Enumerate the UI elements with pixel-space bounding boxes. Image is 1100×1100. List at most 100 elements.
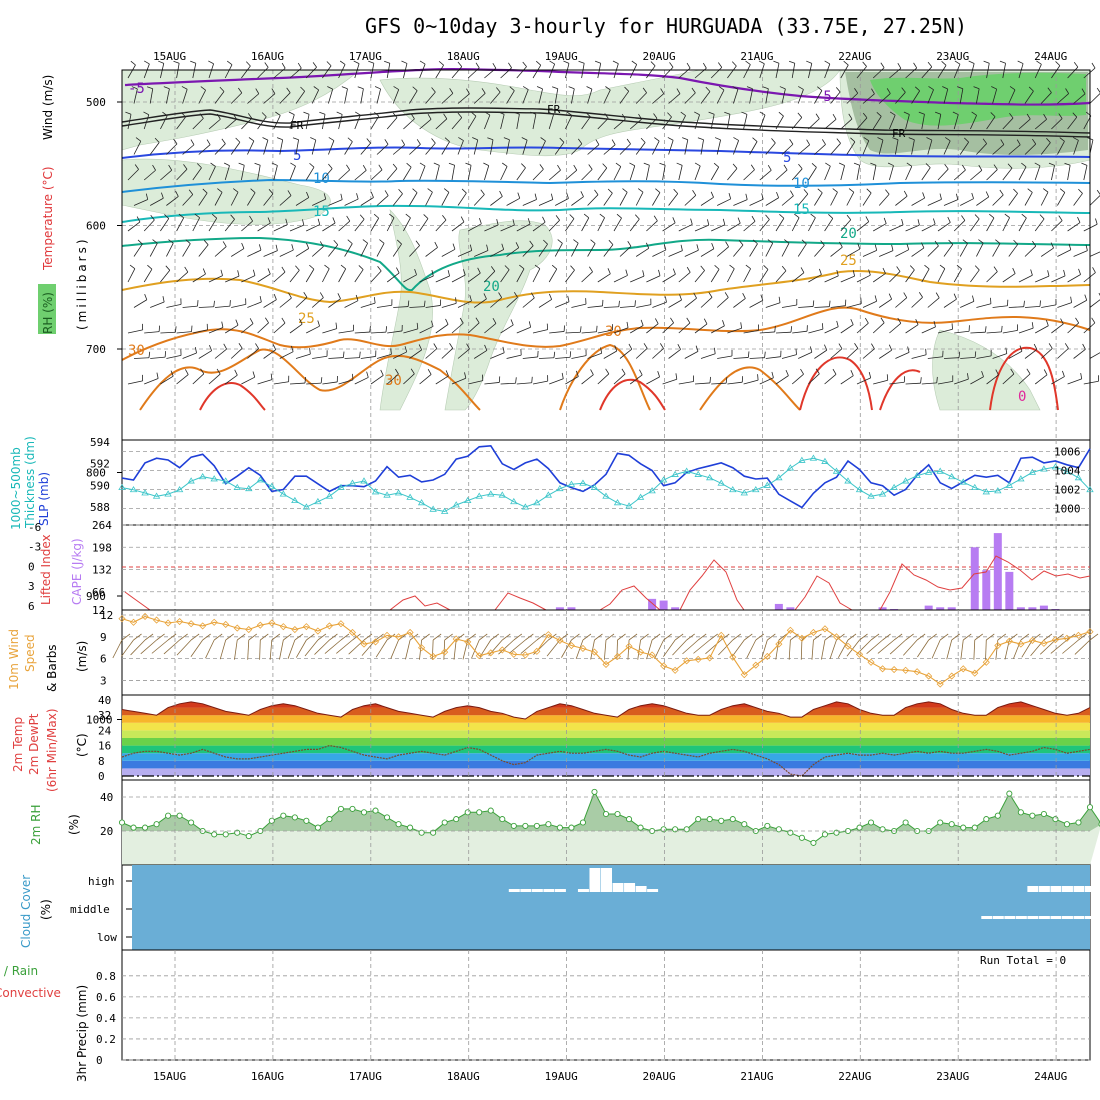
wind-barb: [846, 141, 856, 155]
wind-barb: [135, 137, 142, 142]
wind-barb: [571, 196, 584, 206]
wind-barb: [289, 165, 296, 181]
wind-speed-point: [959, 665, 967, 673]
wind-barb: [790, 190, 794, 196]
rh2m-point: [510, 822, 517, 829]
lifted-index-tick-label: 6: [28, 600, 35, 613]
wind-speed-point: [1074, 631, 1083, 639]
wind-barb: [986, 271, 998, 283]
wind-barb: [263, 299, 277, 308]
wind-barb: [410, 113, 415, 120]
wind-barb: [792, 330, 808, 334]
wind-barb: [478, 633, 488, 641]
wind-barb: [888, 344, 893, 351]
wind-barb: [597, 117, 609, 130]
wind-barb: [516, 66, 527, 79]
wind-barb: [565, 169, 578, 181]
wind-barb: [522, 199, 537, 206]
wind-speed-point: [625, 642, 633, 650]
wind-barb: [800, 267, 805, 273]
wind-barb: [340, 633, 350, 641]
wind-barb: [686, 266, 691, 273]
wind-barb: [986, 116, 996, 130]
wind-barb: [907, 346, 910, 353]
wind-barb: [443, 113, 448, 120]
wind-speed-point: [637, 648, 645, 656]
wind-barb: [727, 327, 742, 334]
wind-barb: [273, 224, 288, 232]
wind-barb: [328, 199, 343, 206]
wind-barb: [635, 142, 646, 155]
date-label: 16AUG: [251, 50, 284, 63]
thickness-point: [717, 479, 725, 486]
wind-barb: [565, 376, 579, 385]
wind-barb: [908, 137, 915, 141]
wind-barb: [127, 329, 143, 334]
wind-barb: [1024, 90, 1034, 104]
wind-barb: [535, 60, 542, 66]
wind-barb: [1064, 343, 1069, 349]
thickness-point: [440, 507, 449, 514]
thickness-point: [383, 491, 391, 498]
wind-barb: [419, 63, 426, 79]
wind-barb: [806, 60, 812, 64]
wind-barb: [676, 162, 683, 166]
wind-barb: [603, 89, 611, 104]
wind-barb: [1089, 352, 1100, 359]
wind-barb: [445, 370, 449, 377]
wind-barb: [778, 296, 781, 303]
wind-barb: [1002, 117, 1014, 130]
wind-barb: [548, 63, 556, 79]
lifted-index-tick-label: -3: [28, 541, 41, 554]
wind-barb: [580, 191, 584, 197]
cloud-middle-bar: [1061, 916, 1073, 919]
wind-barb: [324, 264, 330, 269]
wind-barb: [133, 88, 138, 104]
rh2m-point: [856, 824, 863, 831]
wind-barb: [643, 343, 648, 349]
wind-barb: [1051, 165, 1055, 181]
wind-barb: [677, 343, 681, 350]
wind-barb: [953, 114, 959, 130]
wind-barb: [714, 264, 720, 270]
wind-barb: [490, 297, 502, 308]
wind-barb: [455, 297, 457, 304]
thickness-point: [625, 502, 633, 509]
rh2m-point: [983, 816, 990, 823]
wind-barb: [255, 343, 259, 349]
wind-barb: [359, 214, 365, 220]
wind-speed-point: [176, 617, 184, 626]
wind-barb: [444, 137, 450, 142]
thickness-point: [994, 487, 1002, 494]
isotherm-freezing: [121, 111, 1091, 138]
wind-barb: [538, 243, 548, 257]
thickness-point: [924, 468, 933, 475]
wind-barb: [522, 61, 527, 67]
rh2m-point: [141, 824, 149, 831]
wind-barb: [922, 192, 926, 199]
wind-speed-point: [798, 634, 806, 642]
wind-barb: [775, 115, 784, 130]
wind-barb: [710, 166, 720, 181]
wind-barb: [713, 347, 716, 354]
wind-barb: [1034, 374, 1048, 385]
rh2m-point: [1017, 809, 1024, 816]
wind-barb: [404, 346, 408, 353]
wind-barb: [332, 217, 336, 224]
pressure-tick-label: 500: [86, 96, 106, 109]
wind-barb: [499, 190, 503, 197]
wind-barb: [743, 268, 751, 283]
wind-barb: [263, 349, 276, 359]
wind-barb: [451, 377, 466, 385]
wind-barb: [163, 639, 180, 655]
wind-barb: [1073, 140, 1079, 155]
wind-barb: [143, 268, 153, 283]
wind-barb: [335, 322, 338, 329]
rh2m-series: [118, 788, 1100, 865]
wind-barb: [148, 351, 151, 358]
wind-barb: [1019, 345, 1023, 352]
wind-barb: [473, 298, 487, 308]
thickness-tick-label: 588: [90, 501, 110, 514]
